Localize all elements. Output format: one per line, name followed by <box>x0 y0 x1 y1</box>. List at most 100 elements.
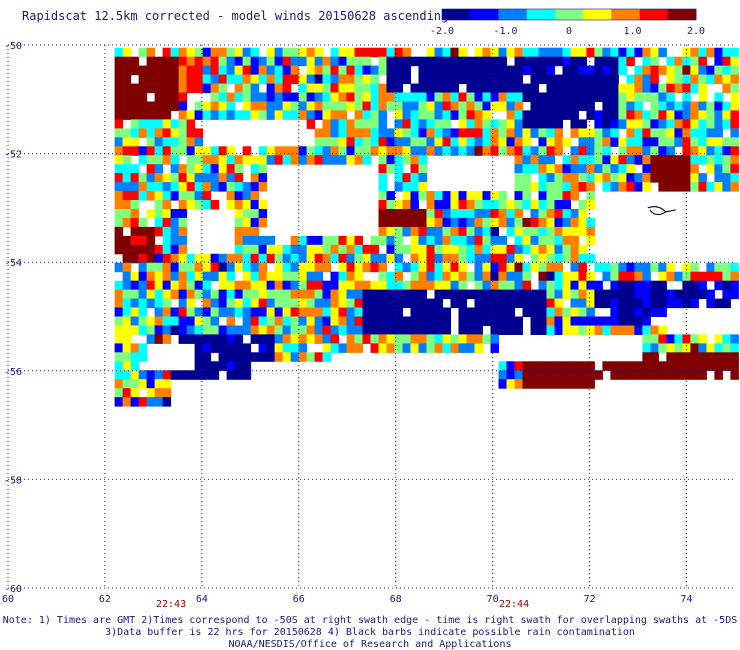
heatmap-cell <box>586 316 595 326</box>
heatmap-cell <box>450 146 459 156</box>
heatmap-cell <box>250 83 260 94</box>
heatmap-cell <box>498 74 507 85</box>
heatmap-cell <box>298 92 308 102</box>
heatmap-cell <box>218 298 228 309</box>
heatmap-cell <box>418 217 427 228</box>
heatmap-cell <box>146 316 156 326</box>
heatmap-cell <box>450 128 459 138</box>
heatmap-cell <box>218 173 228 183</box>
heatmap-cell <box>402 191 411 201</box>
heatmap-cell <box>138 217 148 228</box>
heatmap-cell <box>458 316 467 326</box>
heatmap-cell <box>210 298 220 309</box>
heatmap-cell <box>210 200 220 210</box>
heatmap-cell <box>330 280 339 291</box>
heatmap-cell <box>426 191 435 201</box>
heatmap-cell <box>402 316 411 326</box>
heatmap-cell <box>178 92 188 102</box>
heatmap-cell <box>594 65 603 76</box>
heatmap-cell <box>682 110 691 120</box>
heatmap-cell <box>666 271 675 282</box>
heatmap-cell <box>226 316 236 326</box>
colorbar-segment <box>466 9 471 20</box>
heatmap-cell <box>642 352 651 362</box>
heatmap-cell <box>354 128 363 138</box>
heatmap-cell <box>250 280 260 291</box>
heatmap-cell <box>378 235 387 246</box>
heatmap-cell <box>114 65 124 76</box>
heatmap-cell <box>170 155 180 165</box>
heatmap-cell <box>642 361 651 371</box>
heatmap-cell <box>562 83 571 94</box>
heatmap-cell <box>162 370 172 380</box>
heatmap-cell <box>234 65 244 76</box>
heatmap-cell <box>202 334 212 344</box>
heatmap-cell <box>690 262 699 273</box>
heatmap-cell <box>298 271 308 282</box>
heatmap-cell <box>162 316 172 326</box>
heatmap-cell <box>450 101 459 111</box>
heatmap-cell <box>554 182 563 192</box>
heatmap-cell <box>234 226 244 237</box>
heatmap-cell <box>610 164 619 174</box>
heatmap-cell <box>498 83 507 94</box>
heatmap-cell <box>138 74 148 85</box>
heatmap-cell <box>450 343 459 353</box>
heatmap-cell <box>666 101 675 111</box>
heatmap-cell <box>282 289 292 300</box>
heatmap-cell <box>386 235 395 246</box>
heatmap-cell <box>642 92 651 102</box>
heatmap-cell <box>434 235 443 246</box>
colorbar-segment <box>512 9 517 20</box>
heatmap-cell <box>322 316 331 326</box>
heatmap-cell <box>538 271 547 282</box>
heatmap-cell <box>210 316 220 326</box>
heatmap-cell <box>626 164 635 174</box>
heatmap-cell <box>450 65 459 76</box>
heatmap-cell <box>394 316 403 326</box>
heatmap-cell <box>586 146 595 156</box>
heatmap-cell <box>274 83 284 94</box>
heatmap-cell <box>122 334 132 344</box>
heatmap-cell <box>378 119 387 129</box>
heatmap-cell <box>562 191 571 201</box>
heatmap-cell <box>522 83 531 94</box>
heatmap-cell <box>730 101 739 111</box>
heatmap-cell <box>698 155 707 165</box>
heatmap-cell <box>162 253 172 264</box>
heatmap-cell <box>250 200 260 210</box>
heatmap-cell <box>330 343 339 353</box>
colorbar-segment <box>678 9 683 20</box>
heatmap-cell <box>474 289 483 300</box>
heatmap-cell <box>530 379 539 389</box>
heatmap-cell <box>402 47 411 58</box>
colorbar-segment <box>456 9 460 20</box>
heatmap-cell <box>186 182 196 192</box>
heatmap-cell <box>554 101 563 111</box>
heatmap-cell <box>170 101 180 111</box>
heatmap-cell <box>162 217 172 228</box>
heatmap-cell <box>378 173 387 183</box>
heatmap-cell <box>234 83 244 94</box>
heatmap-cell <box>610 289 619 300</box>
heatmap-cell <box>226 191 236 201</box>
heatmap-cell <box>138 244 148 255</box>
heatmap-cell <box>650 280 659 291</box>
heatmap-cell <box>482 262 491 273</box>
heatmap-cell <box>570 101 579 111</box>
heatmap-cell <box>234 92 244 102</box>
heatmap-cell <box>466 325 475 335</box>
heatmap-cell <box>178 164 188 174</box>
heatmap-cell <box>650 74 659 85</box>
heatmap-cell <box>234 74 244 85</box>
colorbar-segment <box>484 9 489 20</box>
heatmap-cell <box>634 146 643 156</box>
heatmap-cell <box>586 137 595 147</box>
footer-note-2: 3)Data buffer is 22 hrs for 20150628 4) … <box>105 627 635 638</box>
heatmap-cell <box>378 56 387 67</box>
heatmap-cell <box>274 325 284 335</box>
heatmap-cell <box>690 361 699 371</box>
heatmap-cell <box>650 47 659 58</box>
heatmap-cell <box>194 173 204 183</box>
heatmap-cell <box>578 182 587 192</box>
